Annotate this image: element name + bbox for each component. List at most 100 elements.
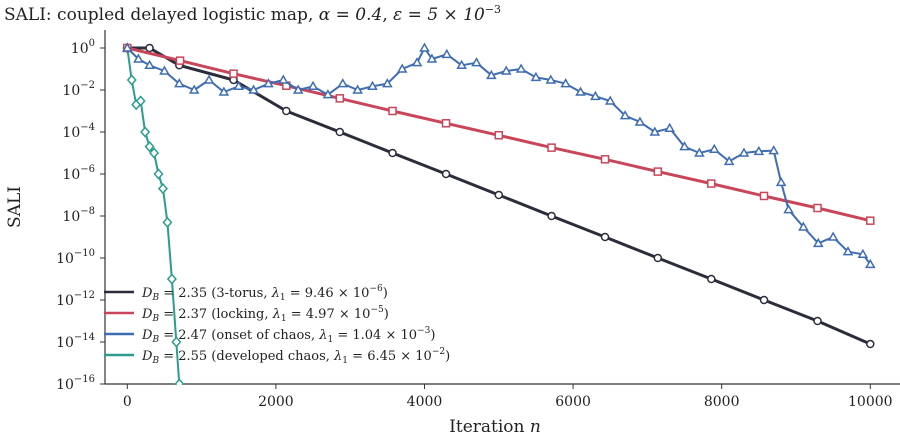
legend-item-1: DB = 2.35 (3-torus, λ1 = 9.46 × 10−6) [104,284,388,303]
y-tick-label: 10−6 [62,164,95,183]
series-3-point [530,71,542,82]
y-tick-label: 10−8 [62,206,95,225]
x-tick-label: 8000 [704,394,740,410]
series-3-point [248,84,259,94]
x-tick-label: 6000 [555,394,591,410]
y-tick-label: 10−2 [62,80,95,99]
series-3-point [864,258,876,269]
legend-label: DB = 2.35 (3-torus, λ1 = 9.46 × 10−6) [141,284,388,303]
series-2-point [335,94,345,103]
series-3-point [775,176,787,187]
legend-item-2: DB = 2.37 (locking, λ1 = 4.97 × 10−5) [104,305,389,324]
series-3-point [203,74,215,84]
series-1-point [600,232,610,242]
series-3-point [486,69,497,80]
series-2-point [494,131,504,140]
series-3-point [768,145,779,155]
series-3-point [798,221,809,231]
series-3-point [441,48,453,59]
series-3-point [604,95,616,105]
series-1-point [759,295,769,305]
title-epsilon: ε = 5 × 10 [393,5,485,25]
series-4-point [144,141,155,153]
x-label-var: n [530,417,541,437]
series-layer [121,42,876,385]
series-3-point [411,57,423,67]
series-3-point [322,89,334,99]
series-2-point [813,203,822,213]
series-3-point [367,80,378,91]
series-1-point [866,339,875,349]
series-1-point [282,106,291,116]
series-4-point [174,378,185,385]
series-1-point [388,148,397,158]
series-3 [121,42,876,269]
series-4-point [157,183,168,195]
series-1-point [547,211,556,221]
x-tick-label: 0 [123,394,132,410]
series-1-point [813,316,822,326]
series-3-point [694,147,705,157]
series-4-point [149,147,160,159]
series-1-point [707,274,716,284]
series-2-point [388,106,397,116]
series-3-point [144,59,155,70]
series-3-point [159,65,170,75]
series-2-point [441,119,451,128]
y-axis-ticks: 100 10−2 10−4 10−6 10−8 10−10 10−12 10−14 10−16 [56,38,105,393]
series-3-point [471,57,482,67]
series-4-point [166,273,177,285]
series-3-point [842,246,854,256]
legend: DB = 2.35 (3-torus, λ1 = 9.46 × 10−6) DB … [104,284,450,366]
series-3-point [278,74,289,84]
legend-label: DB = 2.37 (locking, λ1 = 4.97 × 10−5) [141,305,389,324]
series-1-point [145,43,154,53]
series-3-point [121,42,133,52]
series-3-point [827,231,839,241]
series-3-point [133,53,144,63]
series-2-point [175,56,185,65]
y-tick-label: 10−14 [56,332,95,351]
plot-area [104,30,900,385]
x-label-text: Iteration [449,417,530,437]
series-3-point [753,145,765,156]
x-tick-label: 2000 [258,394,294,410]
series-4-point [135,95,146,107]
series-4 [122,42,185,385]
series-3-point [307,80,319,91]
series-2-point [759,191,769,201]
legend-item-4: DB = 2.55 (developed chaos, λ1 = 6.45 × … [104,347,450,366]
series-3-point [337,78,349,88]
series-3-point [419,42,430,52]
series-3-point [218,86,230,96]
series-3-point [500,65,512,75]
x-tick-label: 10000 [848,394,893,410]
x-axis-ticks: 0 2000 4000 6000 8000 10000 [123,384,893,410]
y-tick-label: 100 [71,38,95,57]
series-3-point [188,84,200,94]
series-3-point [292,84,304,94]
series-3-point [560,78,571,88]
legend-label: DB = 2.47 (onset of chaos, λ1 = 1.04 × 1… [141,326,435,345]
series-4-point [171,336,182,348]
x-axis-label: Iteration n [449,417,541,437]
title-alpha: α = 0.4 [319,5,383,25]
series-4-point [153,168,164,180]
series-3-point [426,53,438,63]
series-1-point [494,190,504,200]
series-3-point [649,126,661,136]
series-3-point [634,116,646,126]
series-1-point [441,169,451,179]
series-3-point [783,204,794,214]
series-1-point [653,253,663,263]
series-1-line [127,46,871,346]
series-3-point [738,147,750,157]
series-2-point [547,143,556,152]
series-3-point [396,63,408,73]
series-3-point [174,78,185,88]
series-3-point [590,90,601,101]
series-3-point [233,80,245,91]
series-2-point [866,216,875,225]
series-3-point [723,155,735,166]
